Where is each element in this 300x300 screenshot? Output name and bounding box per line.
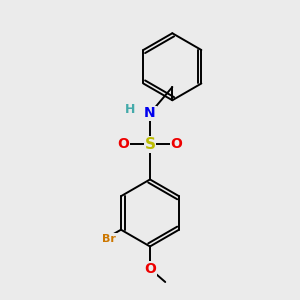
Text: N: N xyxy=(144,106,156,120)
Text: S: S xyxy=(145,137,155,152)
Text: O: O xyxy=(170,137,182,152)
Text: O: O xyxy=(118,137,130,152)
Text: Br: Br xyxy=(102,234,116,244)
Text: H: H xyxy=(124,103,135,116)
Text: O: O xyxy=(144,262,156,276)
